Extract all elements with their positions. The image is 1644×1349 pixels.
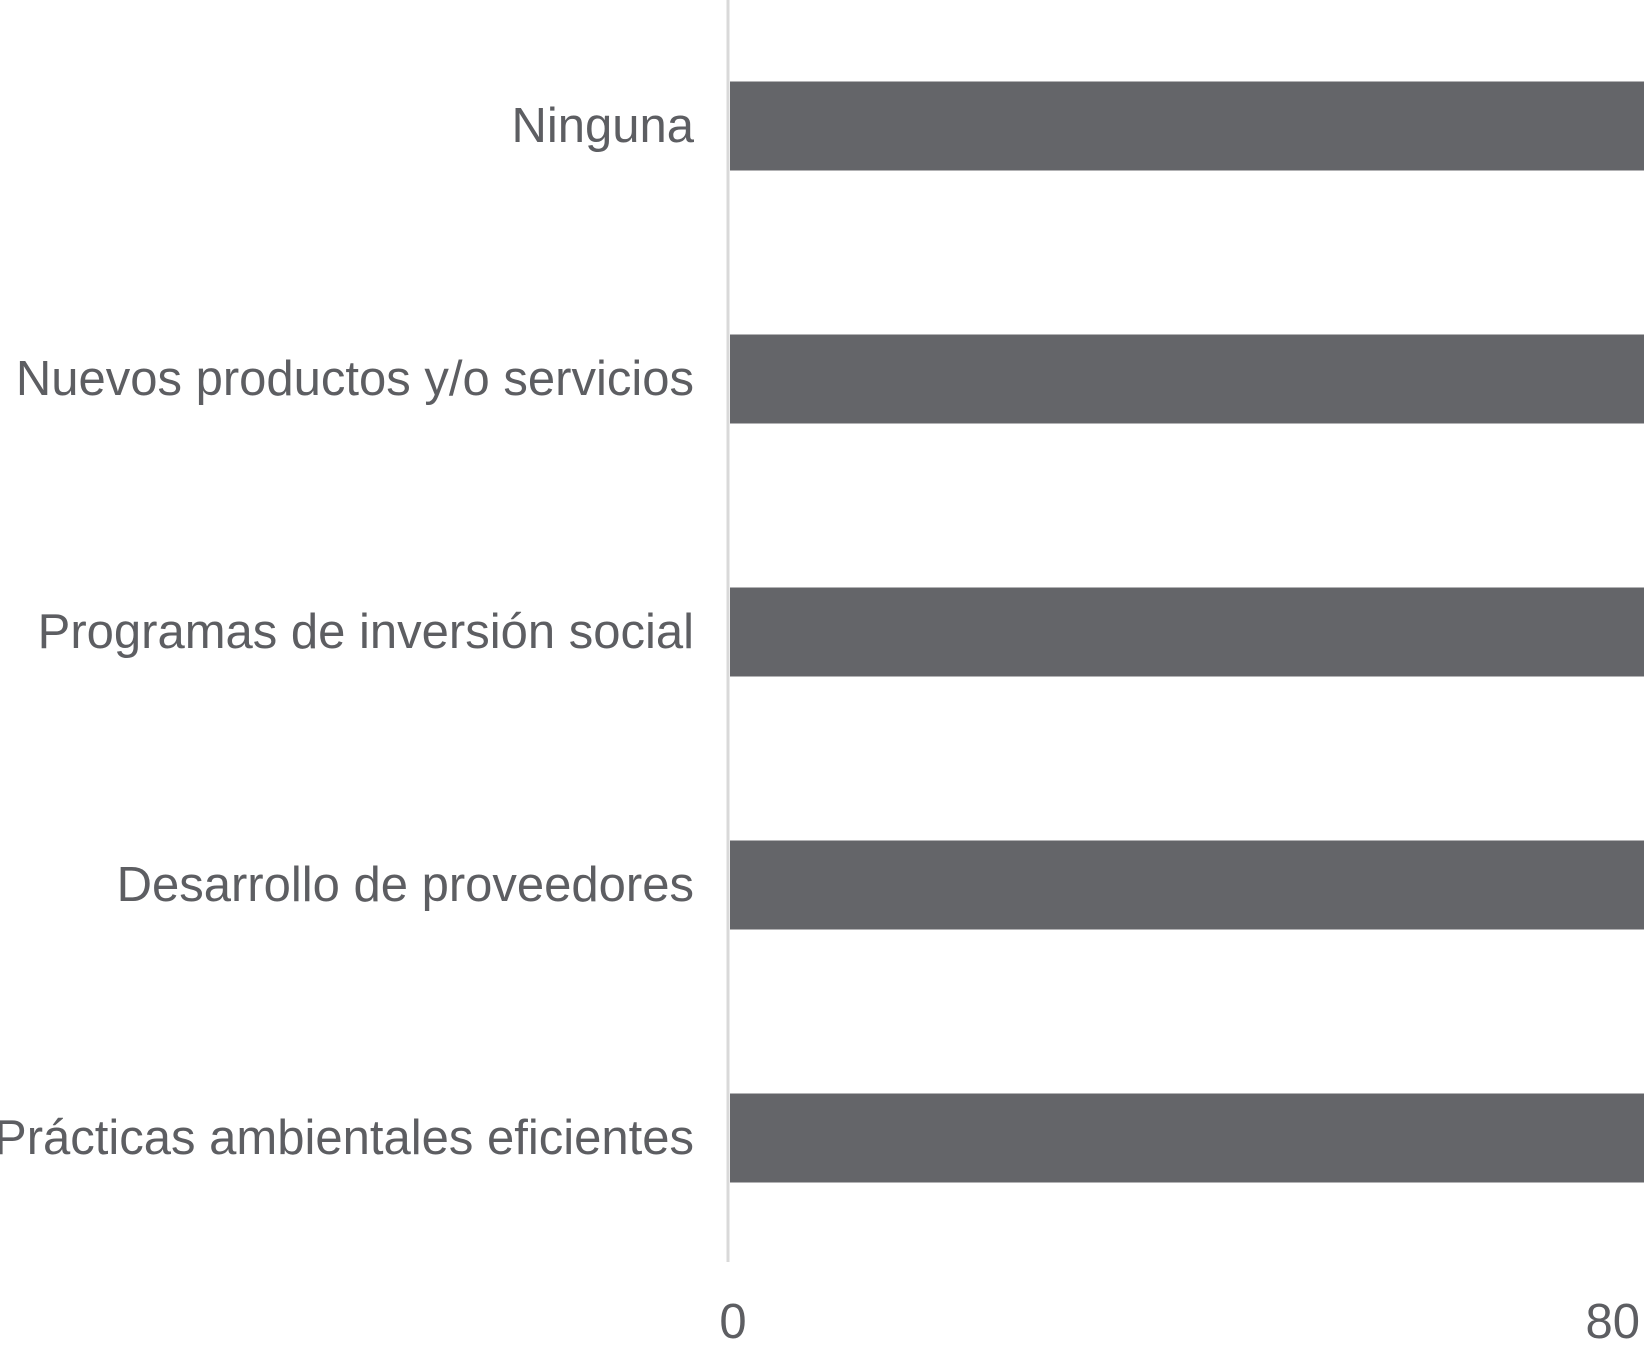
category-label-0: Ninguna <box>511 99 694 153</box>
category-label-4: Prácticas ambientales eficientes <box>0 1111 694 1165</box>
category-labels: Ninguna Nuevos productos y/o servicios Pro… <box>0 99 695 1165</box>
bar-1 <box>730 334 1644 424</box>
category-label-2: Programas de inversión social <box>38 605 694 659</box>
bar-3 <box>730 840 1644 930</box>
x-tick-labels: 01020304050607080 <box>719 1295 1640 1349</box>
x-tick-label-8: 80 <box>1585 1295 1640 1349</box>
bar-4 <box>730 1093 1644 1183</box>
bars <box>730 81 1644 1183</box>
category-label-3: Desarrollo de proveedores <box>117 858 694 912</box>
x-tick-label-0: 0 <box>719 1295 746 1349</box>
bar-2 <box>730 587 1644 677</box>
bar-0 <box>730 81 1644 171</box>
category-label-1: Nuevos productos y/o servicios <box>16 352 694 406</box>
